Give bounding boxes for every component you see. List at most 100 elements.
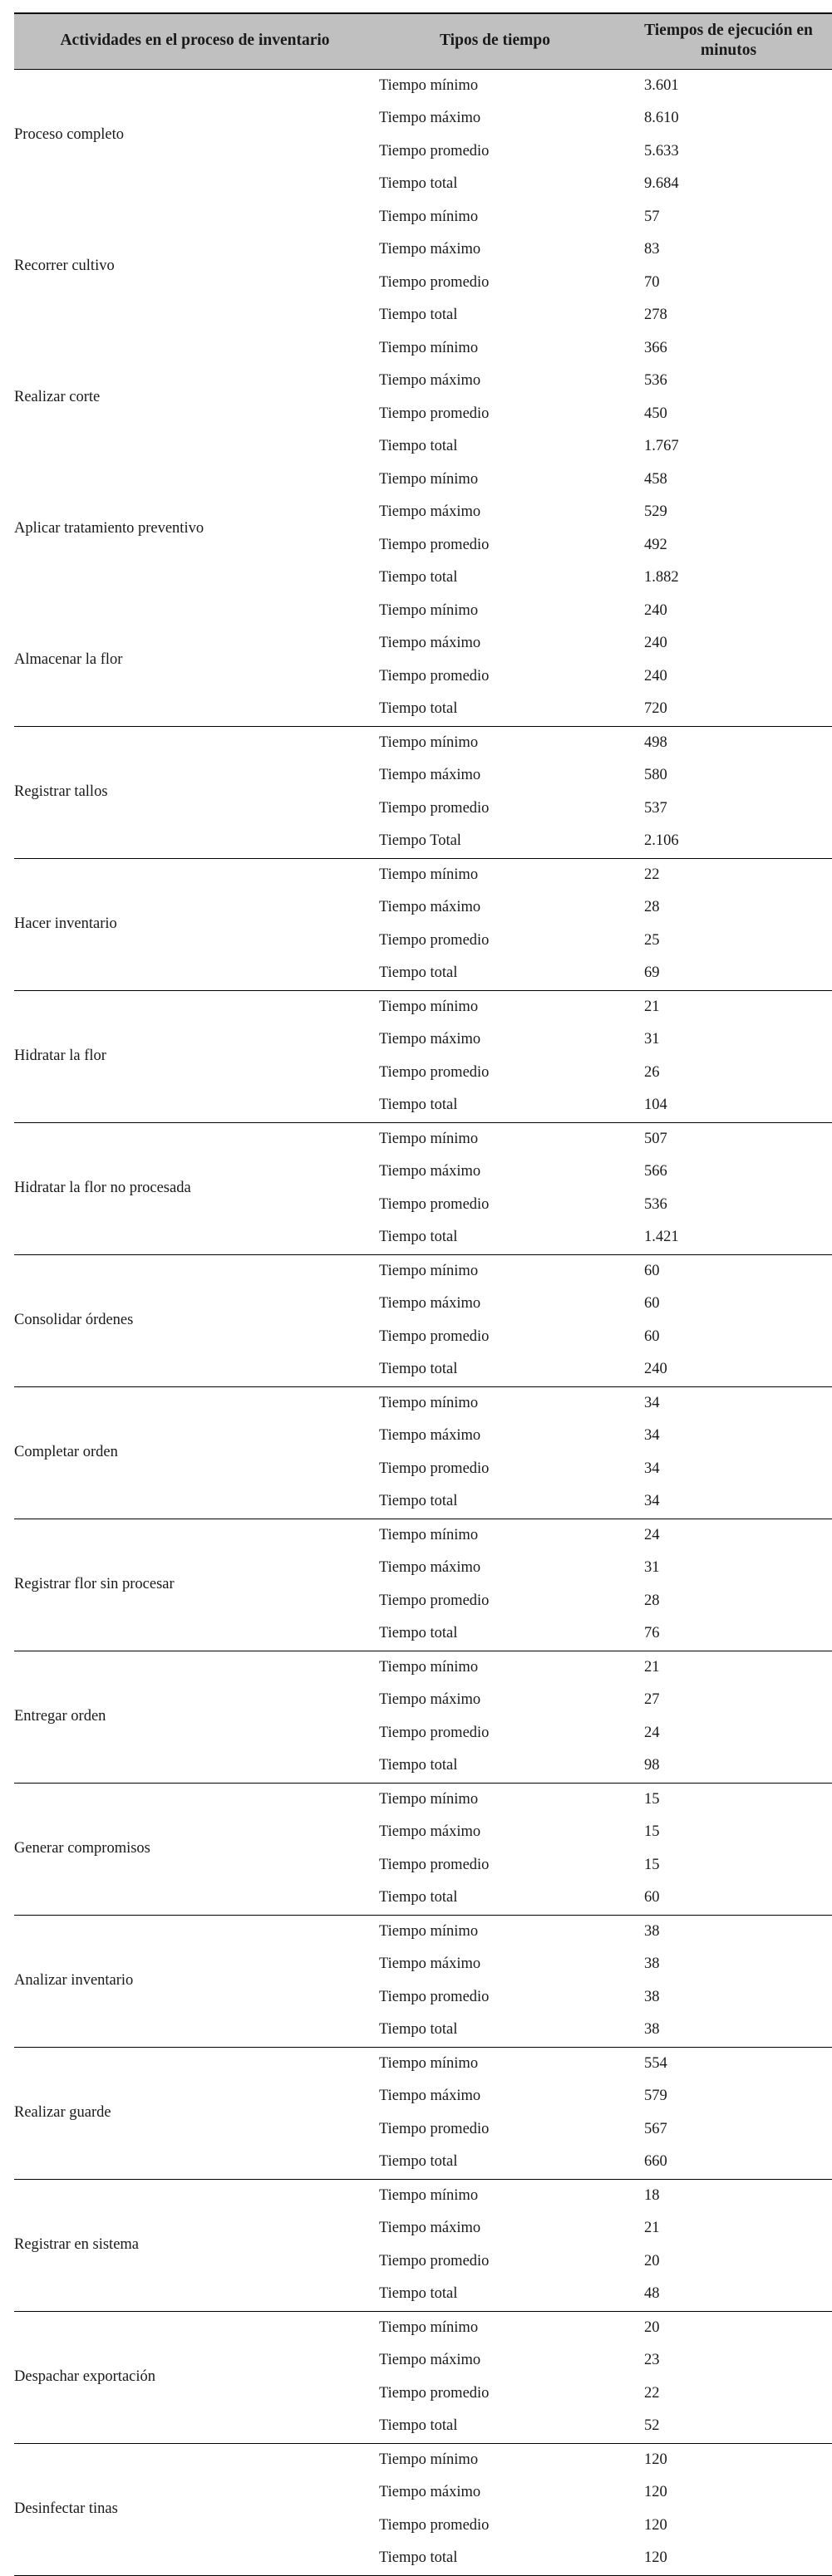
- time-type-list: Tiempo mínimo Tiempo máximo Tiempo promedi…: [376, 1916, 614, 2047]
- time-type-list: Tiempo mínimo Tiempo máximo Tiempo promedi…: [376, 1519, 614, 1651]
- execution-time-list: 21 31 26 104: [614, 991, 832, 1122]
- time-type-label: Tiempo Total: [379, 832, 461, 850]
- execution-time-value: 120: [644, 2484, 667, 2501]
- time-type-label: Tiempo promedio: [379, 536, 490, 553]
- time-type-label: Tiempo promedio: [379, 2384, 490, 2402]
- time-type-label: Tiempo promedio: [379, 2120, 490, 2137]
- time-type-label: Tiempo mínimo: [379, 1790, 479, 1808]
- time-type-label: Tiempo máximo: [379, 767, 481, 784]
- time-type-label: Tiempo promedio: [379, 1195, 490, 1213]
- execution-time-value: 22: [644, 2384, 660, 2402]
- time-type-label: Tiempo mínimo: [379, 1394, 479, 1411]
- time-type-list: Tiempo mínimo Tiempo máximo Tiempo promedi…: [376, 332, 614, 464]
- activity-name-cell: Registrar flor sin procesar: [14, 1518, 376, 1651]
- time-type-cell: Tiempo mínimo Tiempo máximo Tiempo promedi…: [376, 1254, 614, 1387]
- time-type-label: Tiempo total: [379, 438, 458, 455]
- table-row: Despachar exportación Tiempo mínimo Tiempo…: [14, 2310, 832, 2444]
- table-row: Hidratar la flor no procesada Tiempo míni…: [14, 1121, 832, 1255]
- column-header-activity: Actividades en el proceso de inventario: [14, 12, 376, 70]
- execution-time-value: 31: [644, 1559, 660, 1577]
- execution-time-list: 60 60 60 240: [614, 1255, 832, 1386]
- table-row: Realizar corte Tiempo mínimo Tiempo máximo…: [14, 332, 832, 464]
- activity-name-cell: Generar compromisos: [14, 1782, 376, 1916]
- execution-time-value: 22: [644, 866, 660, 883]
- activity-name-cell: Hacer inventario: [14, 857, 376, 991]
- time-type-list: Tiempo mínimo Tiempo máximo Tiempo promedi…: [376, 201, 614, 332]
- time-type-cell: Tiempo mínimo Tiempo máximo Tiempo promedi…: [376, 989, 614, 1123]
- time-type-cell: Tiempo mínimo Tiempo máximo Tiempo promedi…: [376, 2310, 614, 2444]
- time-type-label: Tiempo promedio: [379, 1592, 490, 1609]
- time-type-list: Tiempo mínimo Tiempo máximo Tiempo promedi…: [376, 1651, 614, 1783]
- table-row: Hacer inventario Tiempo mínimo Tiempo máxi…: [14, 857, 832, 991]
- time-type-cell: Tiempo mínimo Tiempo máximo Tiempo promedi…: [376, 1518, 614, 1651]
- execution-time-value: 3.601: [644, 76, 679, 94]
- time-type-label: Tiempo mínimo: [379, 208, 479, 225]
- time-type-label: Tiempo total: [379, 964, 458, 982]
- execution-time-value: 492: [644, 536, 667, 553]
- time-type-label: Tiempo promedio: [379, 2252, 490, 2269]
- activity-name-cell: Hidratar la flor: [14, 989, 376, 1123]
- execution-time-value: 28: [644, 1592, 660, 1609]
- execution-time-value: 660: [644, 2153, 667, 2171]
- execution-time-value: 38: [644, 1988, 660, 2005]
- time-type-cell: Tiempo mínimo Tiempo máximo Tiempo promedi…: [376, 1782, 614, 1916]
- table-row: Hidratar la flor Tiempo mínimo Tiempo máxi…: [14, 989, 832, 1123]
- execution-time-cell: 24 31 28 76: [614, 1518, 832, 1651]
- time-type-cell: Tiempo mínimo Tiempo máximo Tiempo promedi…: [376, 464, 614, 595]
- execution-time-cell: 21 27 24 98: [614, 1650, 832, 1784]
- execution-time-value: 120: [644, 2451, 667, 2468]
- time-type-label: Tiempo total: [379, 1889, 458, 1906]
- execution-time-value: 24: [644, 1724, 660, 1741]
- execution-time-value: 60: [644, 1262, 660, 1279]
- execution-time-value: 498: [644, 734, 667, 751]
- execution-time-cell: 34 34 34 34: [614, 1386, 832, 1519]
- time-type-list: Tiempo mínimo Tiempo máximo Tiempo promedi…: [376, 1255, 614, 1386]
- time-type-list: Tiempo mínimo Tiempo máximo Tiempo promedi…: [376, 464, 614, 595]
- table-row: Entregar orden Tiempo mínimo Tiempo máximo…: [14, 1650, 832, 1784]
- time-type-label: Tiempo total: [379, 2549, 458, 2567]
- table-row: Recorrer cultivo Tiempo mínimo Tiempo máxi…: [14, 201, 832, 332]
- time-type-cell: Tiempo mínimo Tiempo máximo Tiempo promedi…: [376, 1386, 614, 1519]
- execution-time-value: 240: [644, 635, 667, 652]
- time-type-label: Tiempo mínimo: [379, 866, 479, 883]
- execution-time-value: 57: [644, 208, 660, 225]
- execution-time-cell: 458 529 492 1.882: [614, 464, 832, 595]
- inventory-times-table-container: Actividades en el proceso de inventario …: [14, 12, 832, 2576]
- time-type-label: Tiempo mínimo: [379, 2186, 479, 2204]
- execution-time-value: 580: [644, 767, 667, 784]
- time-type-label: Tiempo máximo: [379, 1559, 481, 1577]
- time-type-label: Tiempo total: [379, 307, 458, 324]
- execution-time-value: 15: [644, 1856, 660, 1873]
- time-type-cell: Tiempo mínimo Tiempo máximo Tiempo promedi…: [376, 595, 614, 727]
- time-type-label: Tiempo total: [379, 1493, 458, 1510]
- table-row: Aplicar tratamiento preventivo Tiempo mín…: [14, 464, 832, 595]
- time-type-list: Tiempo mínimo Tiempo máximo Tiempo promedi…: [376, 2048, 614, 2179]
- time-type-label: Tiempo total: [379, 175, 458, 193]
- time-type-label: Tiempo máximo: [379, 372, 481, 390]
- column-header-time-type: Tipos de tiempo: [376, 12, 614, 70]
- time-type-label: Tiempo mínimo: [379, 1922, 479, 1940]
- table-row: Almacenar la flor Tiempo mínimo Tiempo máx…: [14, 595, 832, 727]
- execution-time-value: 26: [644, 1063, 660, 1081]
- activity-name-cell: Despachar exportación: [14, 2310, 376, 2444]
- time-type-label: Tiempo máximo: [379, 2220, 481, 2237]
- time-type-label: Tiempo mínimo: [379, 1262, 479, 1279]
- time-type-label: Tiempo mínimo: [379, 998, 479, 1015]
- execution-time-cell: 57 83 70 278: [614, 201, 832, 332]
- execution-time-value: 104: [644, 1097, 667, 1114]
- execution-time-list: 120 120 120 120: [614, 2444, 832, 2575]
- execution-time-value: 69: [644, 964, 660, 982]
- time-type-label: Tiempo máximo: [379, 1955, 481, 1973]
- time-type-label: Tiempo total: [379, 1625, 458, 1642]
- time-type-label: Tiempo total: [379, 2153, 458, 2171]
- execution-time-value: 450: [644, 405, 667, 422]
- table-row: Realizar guarde Tiempo mínimo Tiempo máxim…: [14, 2046, 832, 2180]
- execution-time-value: 27: [644, 1691, 660, 1709]
- execution-time-list: 240 240 240 720: [614, 595, 832, 726]
- time-type-cell: Tiempo mínimo Tiempo máximo Tiempo promedi…: [376, 201, 614, 332]
- execution-time-value: 21: [644, 1658, 660, 1676]
- time-type-list: Tiempo mínimo Tiempo máximo Tiempo promedi…: [376, 1784, 614, 1915]
- time-type-cell: Tiempo mínimo Tiempo máximo Tiempo promedi…: [376, 1650, 614, 1784]
- execution-time-value: 240: [644, 1361, 667, 1378]
- activity-name-cell: Realizar corte: [14, 389, 101, 406]
